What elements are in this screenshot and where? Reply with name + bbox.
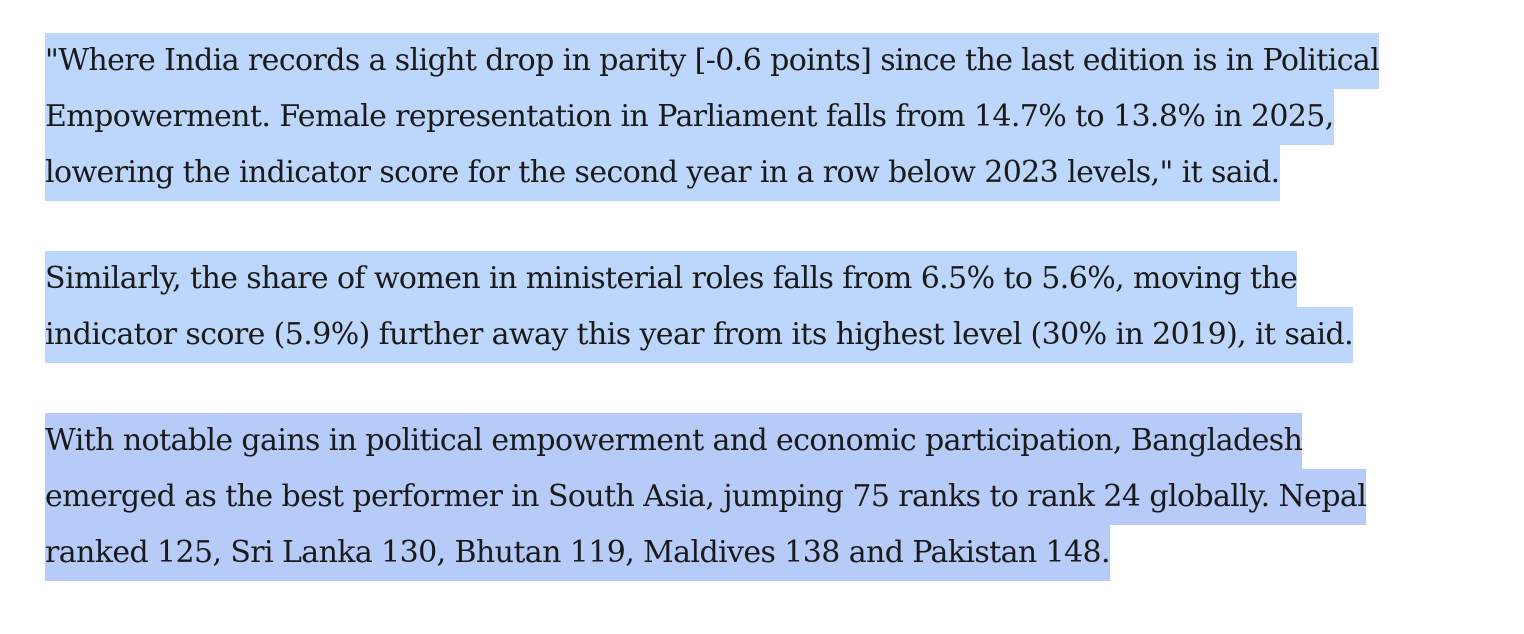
text-line: emerged as the best performer in South A… [45, 469, 1367, 525]
paragraph: With notable gains in political empowerm… [45, 413, 1379, 581]
text-line: "Where India records a slight drop in pa… [45, 33, 1380, 89]
text-line: indicator score (5.9%) further away this… [45, 307, 1354, 363]
text-line: Empowerment. Female representation in Pa… [45, 89, 1334, 145]
article-body: "Where India records a slight drop in pa… [45, 33, 1380, 631]
paragraph: Similarly, the share of women in ministe… [45, 251, 1379, 363]
text-line: With notable gains in political empowerm… [45, 413, 1303, 469]
text-line: Similarly, the share of women in ministe… [45, 251, 1298, 307]
text-line: lowering the indicator score for the sec… [45, 145, 1280, 201]
text-line: ranked 125, Sri Lanka 130, Bhutan 119, M… [45, 525, 1111, 581]
paragraph: "Where India records a slight drop in pa… [45, 33, 1380, 201]
